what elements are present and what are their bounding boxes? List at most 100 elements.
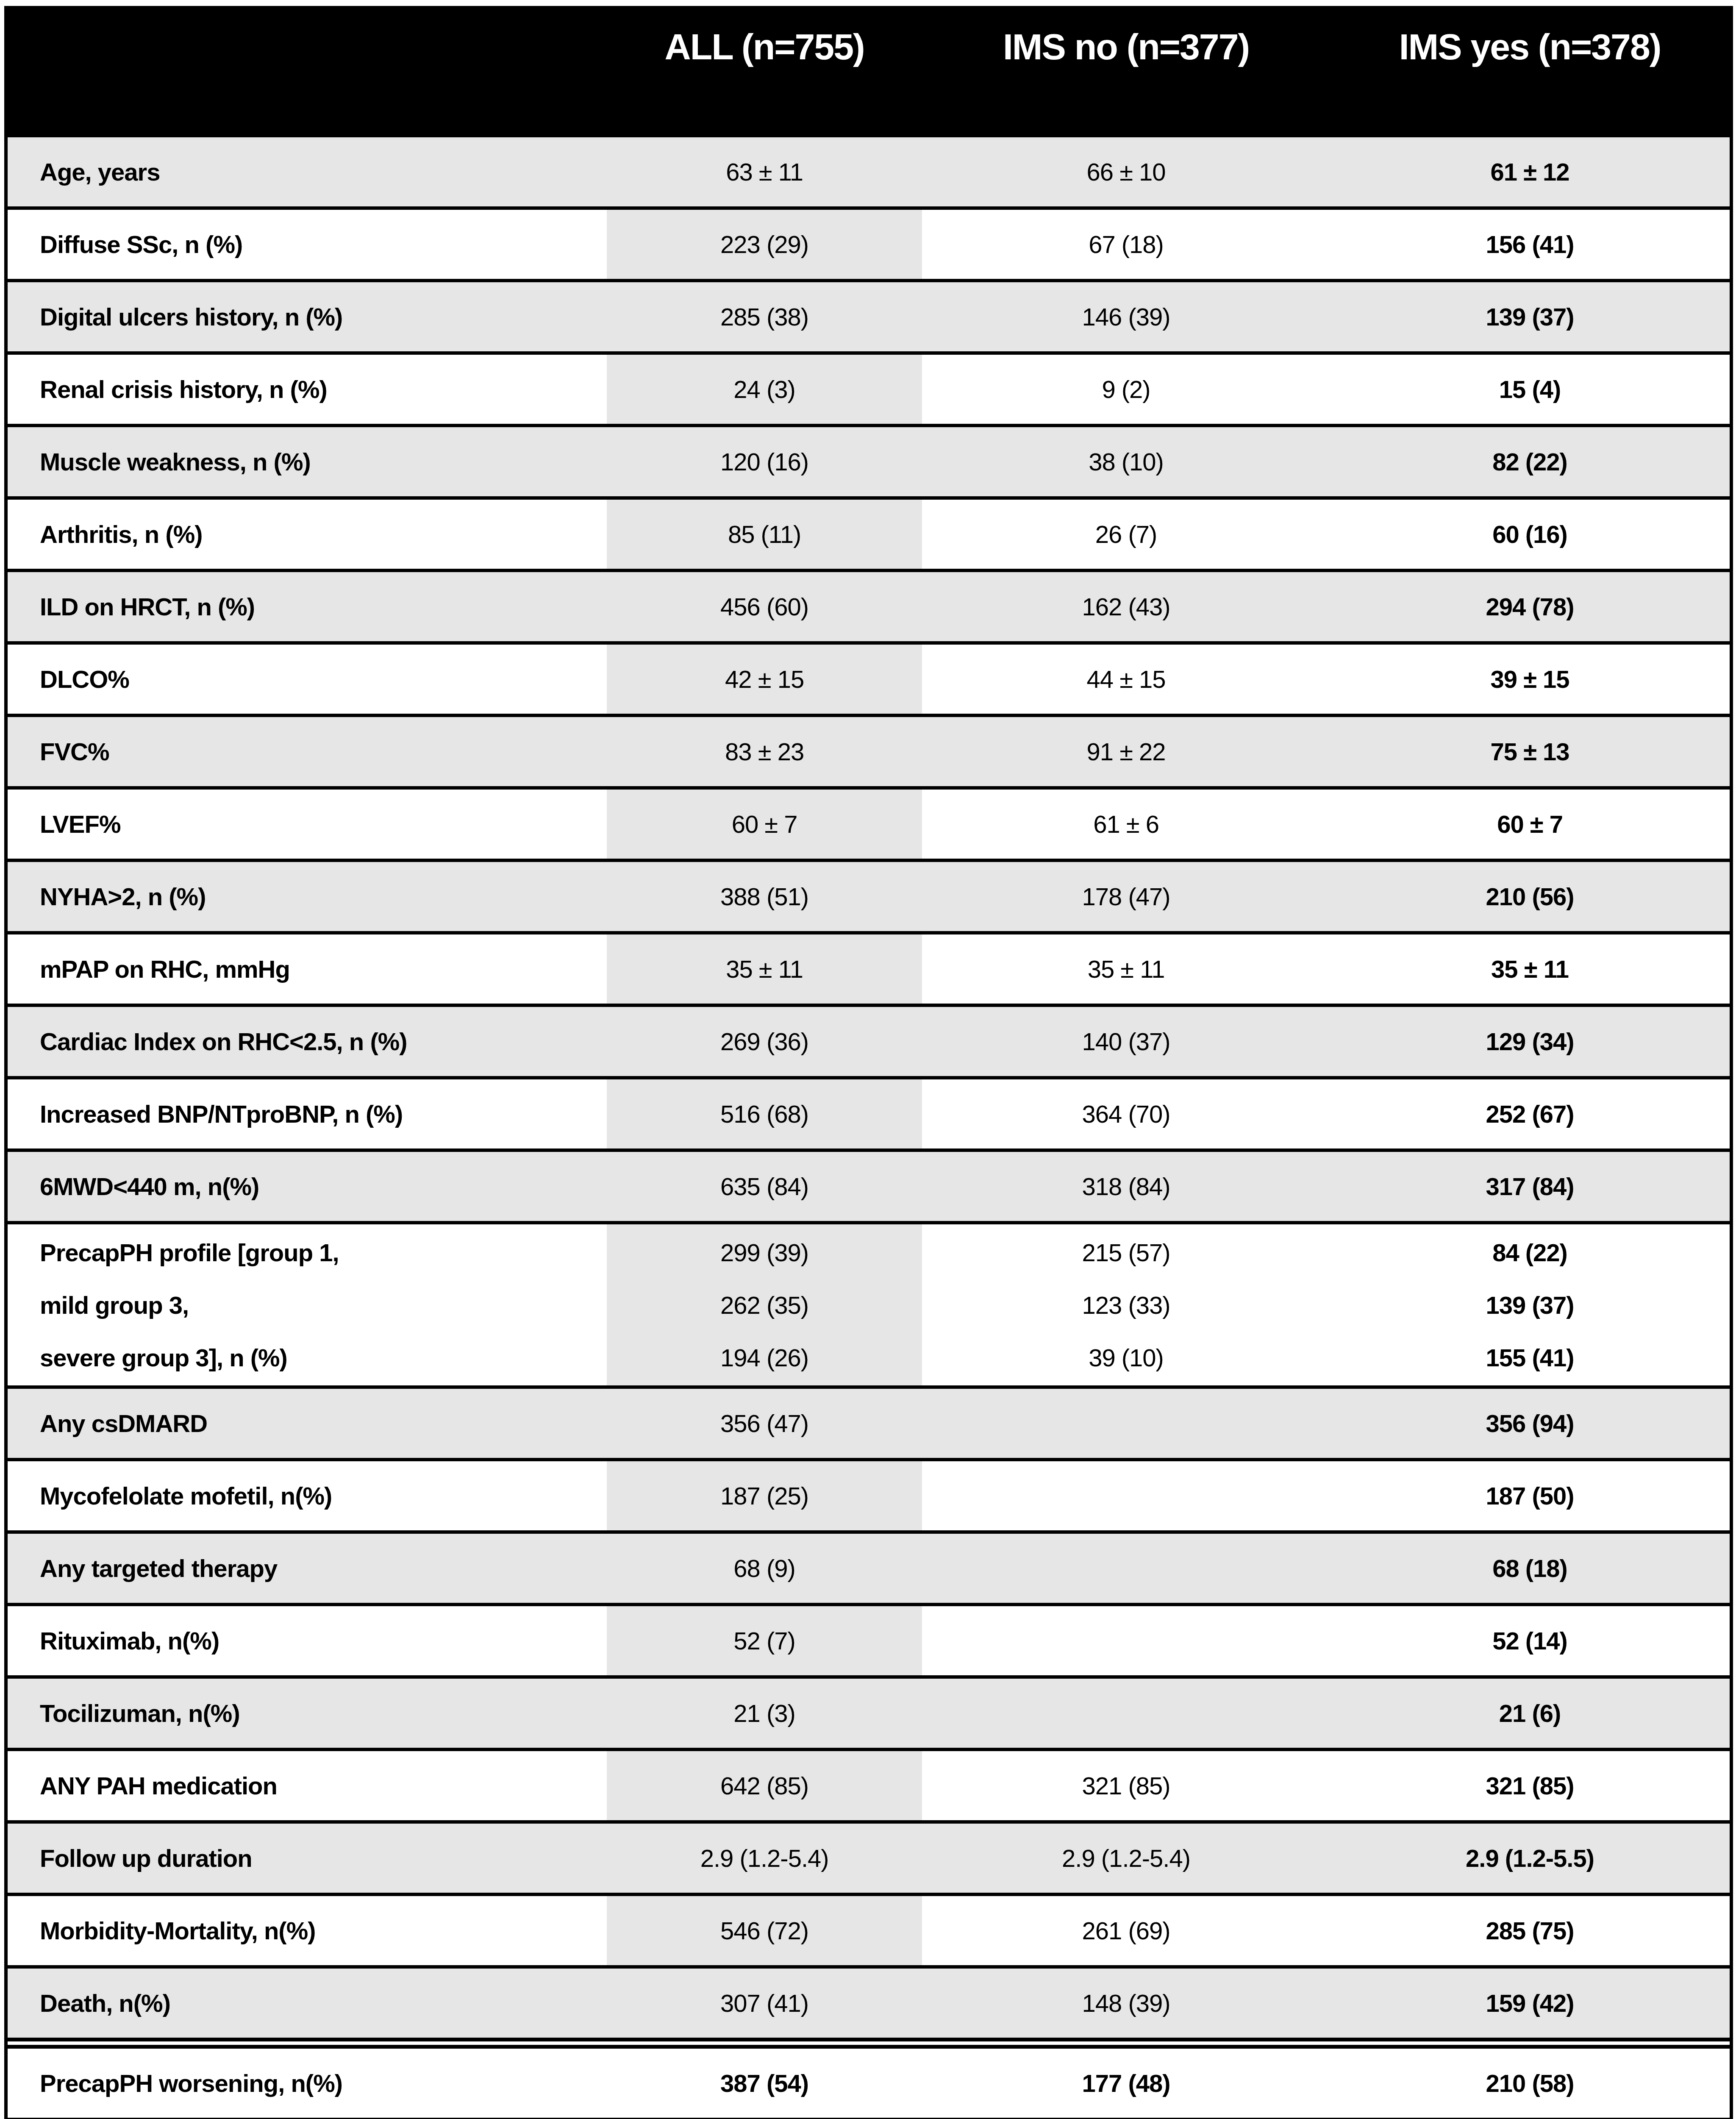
header-blank: [8, 6, 607, 134]
cell-all: 269 (36): [607, 1007, 922, 1076]
cell-ims-yes: 82 (22): [1330, 427, 1730, 496]
row-label: Tocilizuman, n(%): [8, 1679, 607, 1748]
row-label: Any csDMARD: [8, 1389, 607, 1458]
cell-all: 83 ± 23: [607, 717, 922, 786]
cell-ims-no: 318 (84): [922, 1152, 1330, 1221]
row-label: Any targeted therapy: [8, 1534, 607, 1603]
cell-all: 42 ± 15: [607, 645, 922, 714]
cell-all: 642 (85): [607, 1751, 922, 1820]
table-row: mPAP on RHC, mmHg 35 ± 11 35 ± 11 35 ± 1…: [8, 931, 1730, 1004]
cell-all: 120 (16): [607, 427, 922, 496]
column-header-ims-no: IMS no (n=377): [922, 6, 1330, 134]
cell-ims-no: 148 (39): [922, 1969, 1330, 2038]
cell-ims-no: 61 ± 6: [922, 790, 1330, 859]
column-header-ims-yes: IMS yes (n=378): [1330, 6, 1730, 134]
cell-all: 388 (51): [607, 862, 922, 931]
cell-ims-yes: 39 ± 15: [1330, 645, 1730, 714]
row-label-line: PrecapPH profile [group 1,: [40, 1226, 339, 1279]
cell-ims-no: 261 (69): [922, 1896, 1330, 1965]
cell-all: 24 (3): [607, 355, 922, 424]
table-row: DLCO% 42 ± 15 44 ± 15 39 ± 15: [8, 641, 1730, 714]
cell-ims-no-line: 215 (57): [1082, 1226, 1170, 1279]
row-label: FVC%: [8, 717, 607, 786]
cell-all: 187 (25): [607, 1461, 922, 1530]
cell-all: 516 (68): [607, 1079, 922, 1148]
table-row: 6MWD<440 m, n(%) 635 (84) 318 (84) 317 (…: [8, 1148, 1730, 1221]
row-label: Renal crisis history, n (%): [8, 355, 607, 424]
cell-all: 2.9 (1.2-5.4): [607, 1824, 922, 1893]
cell-ims-yes: 187 (50): [1330, 1461, 1730, 1530]
table-row: Arthritis, n (%) 85 (11) 26 (7) 60 (16): [8, 496, 1730, 569]
cell-ims-no: 26 (7): [922, 500, 1330, 569]
row-label: Diffuse SSc, n (%): [8, 210, 607, 279]
cell-ims-yes-line: 84 (22): [1492, 1226, 1567, 1279]
table-row: NYHA>2, n (%) 388 (51) 178 (47) 210 (56): [8, 859, 1730, 931]
row-label-line: mild group 3,: [40, 1279, 189, 1331]
row-label: ILD on HRCT, n (%): [8, 572, 607, 641]
cell-ims-yes: 210 (58): [1330, 2049, 1730, 2118]
table-row-precapph-profile: PrecapPH profile [group 1, mild group 3,…: [8, 1221, 1730, 1385]
cell-all-line: 299 (39): [720, 1226, 808, 1279]
table-row: Renal crisis history, n (%) 24 (3) 9 (2)…: [8, 351, 1730, 424]
table-row: Cardiac Index on RHC<2.5, n (%) 269 (36)…: [8, 1004, 1730, 1076]
table-row: Mycofelolate mofetil, n(%) 187 (25) 187 …: [8, 1458, 1730, 1530]
cell-ims-no: 321 (85): [922, 1751, 1330, 1820]
cell-all: 63 ± 11: [607, 137, 922, 206]
cell-ims-no: 162 (43): [922, 572, 1330, 641]
table-row: Digital ulcers history, n (%) 285 (38) 1…: [8, 279, 1730, 351]
column-header-all: ALL (n=755): [607, 6, 922, 134]
cell-ims-yes: 68 (18): [1330, 1534, 1730, 1603]
cell-ims-yes: 15 (4): [1330, 355, 1730, 424]
row-label: ANY PAH medication: [8, 1751, 607, 1820]
cell-ims-no: 67 (18): [922, 210, 1330, 279]
cell-ims-yes: 294 (78): [1330, 572, 1730, 641]
table-row: Rituximab, n(%) 52 (7) 52 (14): [8, 1603, 1730, 1675]
cell-ims-yes: 2.9 (1.2-5.5): [1330, 1824, 1730, 1893]
cell-all: 60 ± 7: [607, 790, 922, 859]
cell-all: 52 (7): [607, 1606, 922, 1675]
cell-ims-yes: 317 (84): [1330, 1152, 1730, 1221]
cell-all: 456 (60): [607, 572, 922, 641]
cell-ims-yes: 210 (56): [1330, 862, 1730, 931]
cell-all: 546 (72): [607, 1896, 922, 1965]
cell-all-line: 194 (26): [720, 1331, 808, 1384]
cell-ims-yes: 321 (85): [1330, 1751, 1730, 1820]
table-row: Age, years 63 ± 11 66 ± 10 61 ± 12: [8, 134, 1730, 206]
cell-ims-yes-line: 155 (41): [1486, 1331, 1574, 1384]
row-label: Rituximab, n(%): [8, 1606, 607, 1675]
cell-ims-no: [922, 1461, 1330, 1530]
table-row: FVC% 83 ± 23 91 ± 22 75 ± 13: [8, 714, 1730, 786]
row-label: LVEF%: [8, 790, 607, 859]
cell-ims-yes: 356 (94): [1330, 1389, 1730, 1458]
row-label: Death, n(%): [8, 1969, 607, 2038]
cell-all: 635 (84): [607, 1152, 922, 1221]
cell-ims-yes: 60 ± 7: [1330, 790, 1730, 859]
cell-ims-yes-line: 139 (37): [1486, 1279, 1574, 1331]
cell-ims-no: 44 ± 15: [922, 645, 1330, 714]
cell-ims-yes: 156 (41): [1330, 210, 1730, 279]
row-label: PrecapPH profile [group 1, mild group 3,…: [8, 1224, 607, 1385]
row-label: Morbidity-Mortality, n(%): [8, 1896, 607, 1965]
cell-all: 299 (39) 262 (35) 194 (26): [607, 1224, 922, 1385]
cell-ims-yes: 52 (14): [1330, 1606, 1730, 1675]
cell-ims-yes: 21 (6): [1330, 1679, 1730, 1748]
table-row: Diffuse SSc, n (%) 223 (29) 67 (18) 156 …: [8, 206, 1730, 279]
cell-all: 68 (9): [607, 1534, 922, 1603]
cell-ims-no-line: 39 (10): [1089, 1331, 1164, 1384]
cell-all: 21 (3): [607, 1679, 922, 1748]
cell-ims-no: 35 ± 11: [922, 934, 1330, 1004]
row-label: Increased BNP/NTproBNP, n (%): [8, 1079, 607, 1148]
row-label: Age, years: [8, 137, 607, 206]
table-row: Follow up duration 2.9 (1.2-5.4) 2.9 (1.…: [8, 1820, 1730, 1893]
cell-all: 85 (11): [607, 500, 922, 569]
row-label: Muscle weakness, n (%): [8, 427, 607, 496]
cell-ims-yes: 159 (42): [1330, 1969, 1730, 2038]
cell-ims-no: 38 (10): [922, 427, 1330, 496]
cell-ims-yes: 35 ± 11: [1330, 934, 1730, 1004]
row-label: DLCO%: [8, 645, 607, 714]
row-label: mPAP on RHC, mmHg: [8, 934, 607, 1004]
table-row: Any csDMARD 356 (47) 356 (94): [8, 1385, 1730, 1458]
cell-ims-no: 91 ± 22: [922, 717, 1330, 786]
cell-ims-no: 364 (70): [922, 1079, 1330, 1148]
table-row: ILD on HRCT, n (%) 456 (60) 162 (43) 294…: [8, 569, 1730, 641]
